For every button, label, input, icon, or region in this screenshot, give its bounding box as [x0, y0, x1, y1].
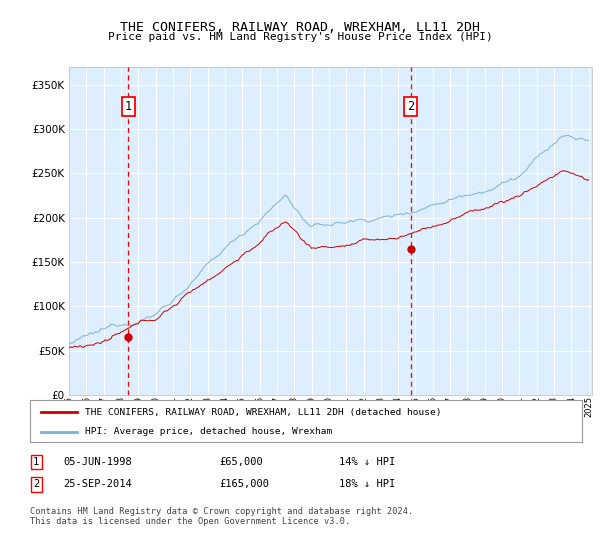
- Text: Price paid vs. HM Land Registry's House Price Index (HPI): Price paid vs. HM Land Registry's House …: [107, 32, 493, 43]
- Text: 25-SEP-2014: 25-SEP-2014: [63, 479, 132, 489]
- Text: Contains HM Land Registry data © Crown copyright and database right 2024.
This d: Contains HM Land Registry data © Crown c…: [30, 507, 413, 526]
- Text: 18% ↓ HPI: 18% ↓ HPI: [339, 479, 395, 489]
- Text: THE CONIFERS, RAILWAY ROAD, WREXHAM, LL11 2DH: THE CONIFERS, RAILWAY ROAD, WREXHAM, LL1…: [120, 21, 480, 34]
- Text: 14% ↓ HPI: 14% ↓ HPI: [339, 457, 395, 467]
- Text: 1: 1: [33, 457, 39, 467]
- Text: THE CONIFERS, RAILWAY ROAD, WREXHAM, LL11 2DH (detached house): THE CONIFERS, RAILWAY ROAD, WREXHAM, LL1…: [85, 408, 442, 417]
- Text: £165,000: £165,000: [219, 479, 269, 489]
- Text: 2: 2: [407, 100, 415, 113]
- Text: HPI: Average price, detached house, Wrexham: HPI: Average price, detached house, Wrex…: [85, 427, 332, 436]
- Text: 1: 1: [125, 100, 132, 113]
- Text: 2: 2: [33, 479, 39, 489]
- Text: 05-JUN-1998: 05-JUN-1998: [63, 457, 132, 467]
- Text: £65,000: £65,000: [219, 457, 263, 467]
